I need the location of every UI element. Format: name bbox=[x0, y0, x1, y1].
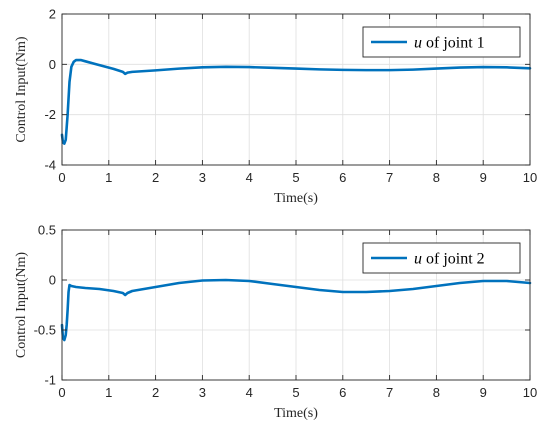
y-axis-label: Control Input(Nm) bbox=[14, 252, 29, 358]
x-tick-label: 10 bbox=[523, 385, 537, 400]
x-tick-label: 1 bbox=[105, 170, 112, 185]
y-tick-label: 0 bbox=[49, 57, 56, 72]
y-tick-label: -1 bbox=[44, 373, 56, 388]
x-tick-label: 8 bbox=[433, 170, 440, 185]
x-tick-label: 6 bbox=[339, 170, 346, 185]
x-tick-label: 5 bbox=[292, 170, 299, 185]
x-tick-label: 2 bbox=[152, 385, 159, 400]
x-tick-label: 9 bbox=[480, 385, 487, 400]
x-tick-label: 3 bbox=[199, 170, 206, 185]
series-line-1 bbox=[60, 278, 532, 342]
y-axis-label: Control Input(Nm) bbox=[14, 36, 29, 142]
x-tick-label: 6 bbox=[339, 385, 346, 400]
series-line-1 bbox=[60, 58, 532, 145]
x-tick-label: 4 bbox=[246, 170, 253, 185]
y-tick-label: 2 bbox=[49, 7, 56, 22]
x-tick-label: 3 bbox=[199, 385, 206, 400]
x-tick-label: 7 bbox=[386, 170, 393, 185]
legend-label: u of joint 1 bbox=[414, 35, 485, 52]
x-tick-label: 0 bbox=[58, 385, 65, 400]
y-tick-label: -0.5 bbox=[34, 323, 56, 338]
x-tick-label: 5 bbox=[292, 385, 299, 400]
legend-label-variable: u bbox=[414, 251, 422, 268]
y-tick-label: 0.5 bbox=[38, 223, 56, 238]
x-axis-label: Time(s) bbox=[274, 191, 318, 206]
x-axis-label: Time(s) bbox=[274, 406, 318, 421]
x-tick-label: 0 bbox=[58, 170, 65, 185]
x-tick-label: 2 bbox=[152, 170, 159, 185]
y-tick-label: -4 bbox=[44, 158, 56, 173]
subplot-1: 0 1 2 3 4 5 6 7 8 9 10 -4 -2 0 2 Time(s) Control Input(N… bbox=[14, 7, 537, 207]
x-tick-label: 1 bbox=[105, 385, 112, 400]
x-tick-label: 4 bbox=[246, 385, 253, 400]
x-tick-label: 10 bbox=[523, 170, 537, 185]
legend: u of joint 2 bbox=[362, 242, 521, 274]
legend-label-text: of joint 2 bbox=[422, 251, 485, 268]
x-tick-label: 7 bbox=[386, 385, 393, 400]
legend-label-text: of joint 1 bbox=[422, 35, 485, 52]
y-tick-label: 0 bbox=[49, 273, 56, 288]
y-tick-label: -2 bbox=[44, 107, 56, 122]
legend-label-variable: u bbox=[414, 35, 422, 52]
x-tick-label: 8 bbox=[433, 385, 440, 400]
legend-label: u of joint 2 bbox=[414, 251, 485, 268]
subplot-2: 0 1 2 3 4 5 6 7 8 9 10 -1 -0.5 0 0.5 Time(s) Control Inp… bbox=[14, 223, 537, 422]
legend: u of joint 1 bbox=[362, 26, 521, 58]
x-tick-label: 9 bbox=[480, 170, 487, 185]
